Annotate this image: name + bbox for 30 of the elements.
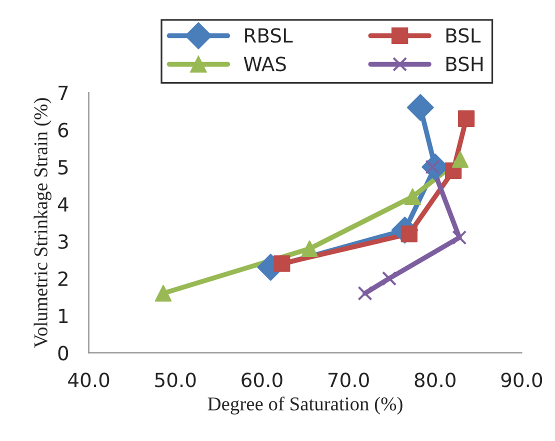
- point: [358, 286, 372, 301]
- y-tick-label: 0: [58, 346, 68, 360]
- legend-label: RBSL: [245, 28, 293, 43]
- x-tick-label: 40.0: [68, 372, 110, 388]
- legend-label: BSH: [446, 56, 483, 72]
- y-tick-label: 7: [58, 86, 68, 100]
- point: [154, 284, 172, 302]
- y-axis-title: Volumetric Strinkage Strain (%): [34, 98, 52, 348]
- y-tick-label: 2: [58, 271, 68, 286]
- point: [301, 240, 318, 258]
- point: [404, 188, 421, 206]
- point: [452, 151, 469, 168]
- legend-label: WAS: [244, 56, 286, 72]
- point: [274, 255, 290, 272]
- legend-label: BSL: [446, 28, 481, 43]
- y-tick-label: 3: [58, 234, 68, 249]
- y-tick-label: 6: [58, 122, 68, 138]
- y-tick-label: 1: [59, 308, 68, 324]
- x-tick-label: 90.0: [501, 372, 542, 388]
- y-tick-label: 4: [58, 197, 68, 212]
- y-tick-label: 5: [58, 160, 68, 175]
- x-axis-title: Degree of Saturation (%): [208, 396, 402, 415]
- point: [458, 110, 475, 127]
- x-tick-label: 80.0: [414, 372, 456, 388]
- point: [452, 230, 467, 245]
- point: [406, 94, 434, 121]
- x-tick-label: 50.0: [155, 372, 196, 388]
- x-tick-label: 60.0: [242, 372, 282, 388]
- point: [382, 271, 397, 286]
- x-tick-label: 70.0: [328, 372, 369, 388]
